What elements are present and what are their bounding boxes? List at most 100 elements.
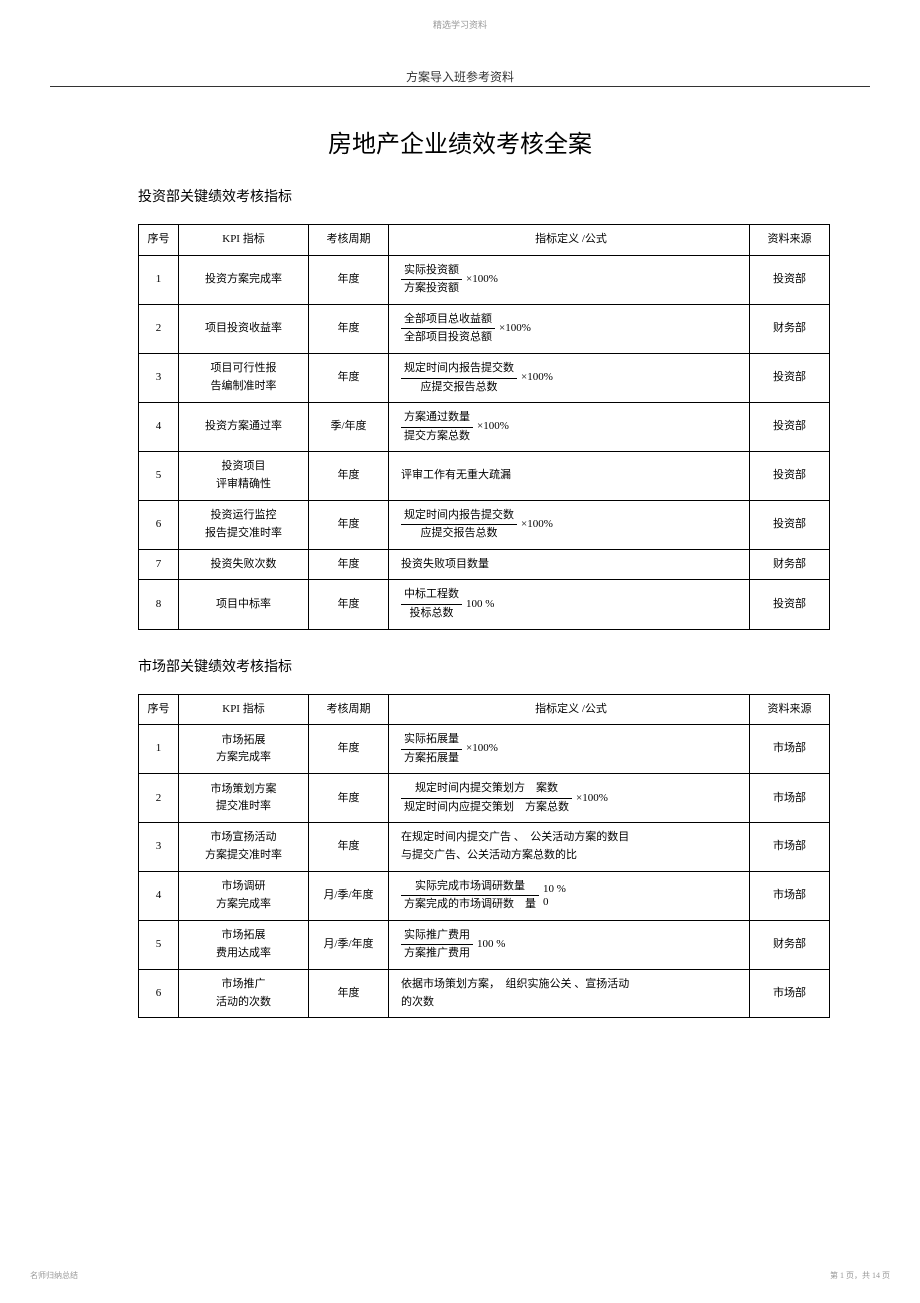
cell-source: 市场部 [750,725,830,774]
cell-source: 投资部 [750,353,830,402]
section2-title: 市场部关键绩效考核指标 [138,656,830,676]
content: 投资部关键绩效考核指标 序号 KPI 指标 考核周期 指标定义 /公式 资料来源… [138,186,830,1018]
table-row: 2市场策划方案提交准时率年度规定时间内提交策划方 案数规定时间内应提交策划 方案… [139,774,830,823]
cell-formula: 实际拓展量方案拓展量 ×100% [389,725,750,774]
cell-kpi: 市场策划方案提交准时率 [179,774,309,823]
cell-formula: 依据市场策划方案， 组织实施公关 、宣扬活动的次数 [389,970,750,1018]
footer-left: 名师归纳总结 [30,1270,78,1281]
table-row: 1市场拓展方案完成率年度实际拓展量方案拓展量×100%市场部 [139,725,830,774]
table-row: 5市场拓展费用达成率月/季/年度实际推广费用方案推广费用100 %财务部 [139,920,830,969]
cell-kpi: 项目中标率 [179,580,309,629]
kpi-label: 市场拓展 [222,929,266,941]
fraction-numerator: 规定时间内提交策划方 案数 [401,780,572,799]
header-subtitle: 方案导入班参考资料 [406,68,514,85]
table-row: 6市场推广活动的次数年度依据市场策划方案， 组织实施公关 、宣扬活动的次数市场部 [139,970,830,1018]
cell-num: 7 [139,549,179,580]
cell-num: 6 [139,970,179,1018]
cell-period: 年度 [309,304,389,353]
cell-num: 1 [139,725,179,774]
cell-formula: 中标工程数投标总数100 % [389,580,750,629]
formula-text: 在规定时间内提交广告 、 公关活动方案的数目 [401,831,629,843]
kpi-label: 市场拓展 [222,734,266,746]
kpi-label: 投资运行监控 [211,509,277,521]
cell-num: 4 [139,871,179,920]
fraction-numerator: 方案通过数量 [401,409,473,428]
cell-source: 财务部 [750,920,830,969]
fraction-numerator: 中标工程数 [401,586,462,605]
cell-formula: 方案通过数量提交方案总数×100% [389,403,750,452]
fraction-denominator: 投标总数 [401,605,462,623]
cell-num: 5 [139,920,179,969]
header-kpi: KPI 指标 [179,225,309,256]
header-num: 序号 [139,694,179,725]
cell-formula: 实际完成市场调研数量方案完成的市场调研数 量10 %0 [389,871,750,920]
page-title: 房地产企业绩效考核全案 [328,124,592,159]
kpi-label: 市场策划方案 [211,783,277,795]
cell-formula: 规定时间内提交策划方 案数规定时间内应提交策划 方案总数×100% [389,774,750,823]
multiplier: ×100% [521,518,553,530]
formula-text: 依据市场策划方案， 组织实施公关 、宣扬活动 [401,978,629,990]
cell-formula: 在规定时间内提交广告 、 公关活动方案的数目与提交广告、公关活动方案总数的比 [389,823,750,871]
fraction-denominator: 方案完成的市场调研数 量 [401,896,539,914]
table-row: 4投资方案通过率季/年度方案通过数量提交方案总数×100%投资部 [139,403,830,452]
cell-kpi: 投资运行监控报告提交准时率 [179,500,309,549]
cell-source: 市场部 [750,823,830,871]
table-header-row: 序号 KPI 指标 考核周期 指标定义 /公式 资料来源 [139,694,830,725]
table-row: 4市场调研方案完成率月/季/年度实际完成市场调研数量方案完成的市场调研数 量10… [139,871,830,920]
table-marketing: 序号 KPI 指标 考核周期 指标定义 /公式 资料来源 1市场拓展方案完成率年… [138,694,830,1019]
cell-period: 年度 [309,452,389,500]
fraction-numerator: 规定时间内报告提交数 [401,507,517,526]
kpi-label: 市场调研 [222,880,266,892]
cell-formula: 投资失败项目数量 [389,549,750,580]
cell-num: 2 [139,304,179,353]
cell-kpi: 投资方案通过率 [179,403,309,452]
fraction-numerator: 全部项目总收益额 [401,311,495,330]
fraction-numerator: 规定时间内报告提交数 [401,360,517,379]
footer-right: 第 1 页，共 14 页 [830,1270,890,1281]
header-period: 考核周期 [309,694,389,725]
fraction-denominator: 提交方案总数 [401,428,473,446]
cell-period: 月/季/年度 [309,920,389,969]
kpi-label: 评审精确性 [216,478,271,490]
kpi-label: 告编制准时率 [211,380,277,392]
cell-period: 年度 [309,580,389,629]
cell-kpi: 市场调研方案完成率 [179,871,309,920]
multiplier: 10 %0 [543,883,566,909]
formula-text: 评审工作有无重大疏漏 [401,469,511,481]
header-formula: 指标定义 /公式 [389,225,750,256]
cell-source: 投资部 [750,452,830,500]
cell-kpi: 项目可行性报告编制准时率 [179,353,309,402]
watermark-top: 精选学习资料 [433,18,487,31]
cell-kpi: 项目投资收益率 [179,304,309,353]
cell-num: 5 [139,452,179,500]
multiplier: ×100% [466,742,498,754]
kpi-label: 投资方案通过率 [205,420,282,432]
cell-formula: 全部项目总收益额全部项目投资总额×100% [389,304,750,353]
kpi-label: 提交准时率 [216,800,271,812]
cell-num: 1 [139,255,179,304]
cell-source: 投资部 [750,580,830,629]
table-header-row: 序号 KPI 指标 考核周期 指标定义 /公式 资料来源 [139,225,830,256]
fraction-denominator: 应提交报告总数 [401,525,517,543]
table-row: 3项目可行性报告编制准时率年度规定时间内报告提交数应提交报告总数×100%投资部 [139,353,830,402]
fraction: 实际投资额方案投资额 [401,262,462,298]
fraction-numerator: 实际拓展量 [401,731,462,750]
multiplier: ×100% [521,371,553,383]
fraction-numerator: 实际完成市场调研数量 [401,878,539,897]
table-row: 8项目中标率年度中标工程数投标总数100 %投资部 [139,580,830,629]
kpi-label: 费用达成率 [216,947,271,959]
fraction-denominator: 方案拓展量 [401,750,462,768]
fraction: 实际拓展量方案拓展量 [401,731,462,767]
cell-period: 季/年度 [309,403,389,452]
multiplier: 100 % [477,938,505,950]
fraction: 实际完成市场调研数量方案完成的市场调研数 量 [401,878,539,914]
header-num: 序号 [139,225,179,256]
fraction-numerator: 实际推广费用 [401,927,473,946]
cell-kpi: 投资失败次数 [179,549,309,580]
table-row: 6投资运行监控报告提交准时率年度规定时间内报告提交数应提交报告总数×100%投资… [139,500,830,549]
kpi-label: 投资项目 [222,460,266,472]
cell-formula: 规定时间内报告提交数应提交报告总数×100% [389,353,750,402]
kpi-label: 市场宣扬活动 [211,831,277,843]
cell-num: 2 [139,774,179,823]
fraction-numerator: 实际投资额 [401,262,462,281]
